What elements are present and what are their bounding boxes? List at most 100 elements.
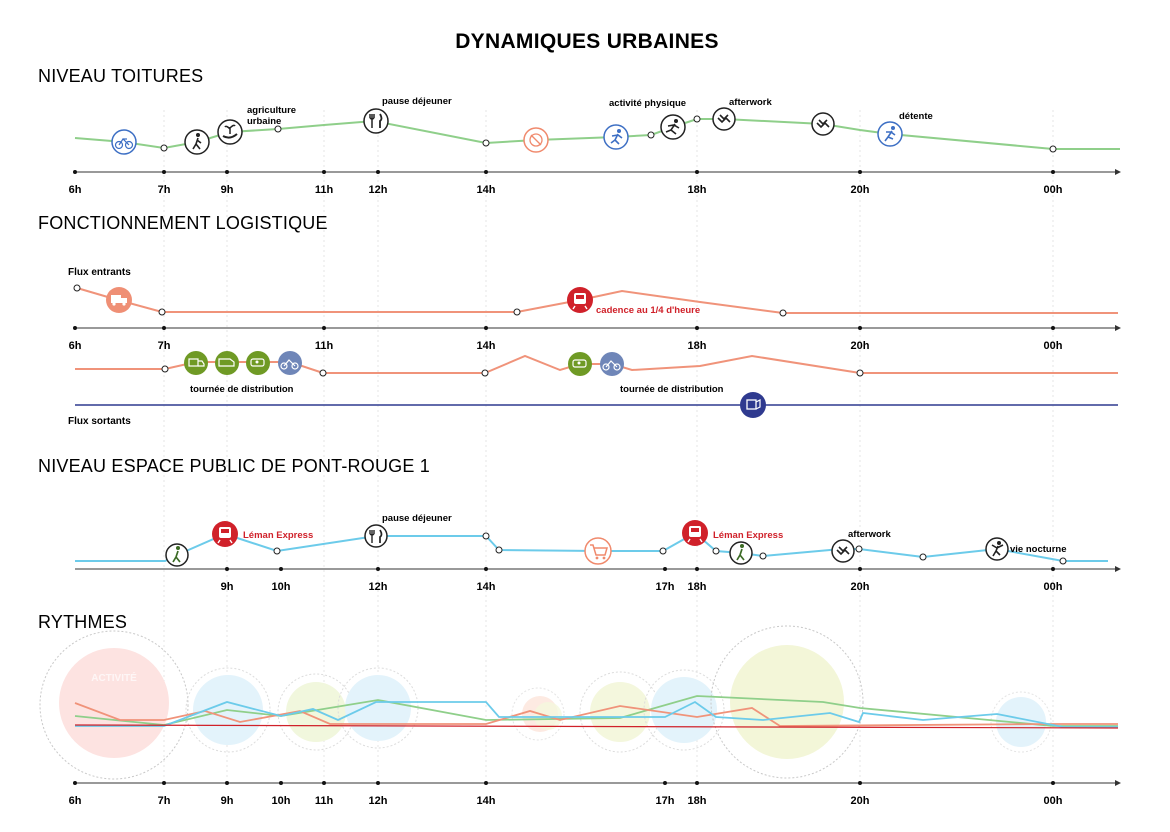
tick-label: 9h [221, 581, 234, 593]
rythmes-line-green [74, 695, 1118, 727]
bubble-ring [185, 667, 271, 753]
entrants-marker [513, 308, 521, 316]
annotation-urbaine: urbaine [247, 116, 281, 127]
tick-label: 20h [851, 184, 870, 196]
toitures-marker [274, 125, 282, 133]
tick-label: 6h [69, 340, 82, 352]
tick-label: 7h [158, 184, 171, 196]
bubble-salmon [59, 648, 169, 758]
tick-label: 11h [315, 184, 334, 196]
espace-marker [855, 545, 863, 553]
rythmes-line-blue [75, 700, 1118, 728]
parcel-icon [740, 392, 766, 418]
axis-arrow [1115, 780, 1121, 786]
tick-label: 11h [315, 795, 334, 807]
axis-toitures: 6h 7h 9h 11h 12h 14h 18h 20h 00h [69, 169, 1121, 196]
tick-label: 12h [369, 795, 388, 807]
bubble-ring [39, 630, 189, 780]
distribution-marker [856, 369, 864, 377]
train-icon [682, 520, 708, 546]
tick-label: 18h [688, 184, 707, 196]
bubble-ring [710, 625, 864, 779]
toitures-marker [1049, 145, 1057, 153]
annotation-agriculture: agriculture [247, 105, 296, 116]
rythmes-line-red [74, 724, 1119, 729]
axis-logistique: 6h 7h 11h 14h 18h 20h 00h [69, 325, 1121, 352]
tick-label: 6h [69, 795, 82, 807]
tick-label: 17h [656, 795, 675, 807]
no-food-icon [523, 127, 549, 153]
main-title: DYNAMIQUES URBAINES [455, 30, 719, 53]
tick-label: 14h [477, 795, 496, 807]
rythmes-bubbles: ACTIVITÉ [39, 625, 1052, 780]
bicycle-icon [111, 129, 137, 155]
tick-label: 18h [688, 340, 707, 352]
tick-label: 12h [369, 184, 388, 196]
bubble-green [730, 645, 844, 759]
axis-espace-public: 9h 10h 12h 14h 17h 18h 20h 00h [75, 566, 1121, 593]
annotation-pause-dejeuner-2: pause déjeuner [382, 513, 452, 524]
espace-marker [919, 553, 927, 561]
shopping-cart-icon [584, 537, 612, 565]
axis-arrow [1115, 325, 1121, 331]
vertical-guides [163, 110, 1054, 780]
label-flux-entrants: Flux entrants [68, 267, 131, 278]
entrants-marker [779, 309, 787, 317]
train-icon [567, 287, 593, 313]
toitures-marker [647, 131, 655, 139]
distribution-markers [161, 365, 864, 377]
cargo-bike-icon [600, 352, 624, 376]
axis-rythmes: 6h 7h 9h 10h 11h 12h 14h 17h 18h 20h 00h [69, 780, 1121, 807]
annotation-tournee-1: tournée de distribution [190, 384, 294, 395]
train-icon [212, 521, 238, 547]
espace-marker [482, 532, 490, 540]
tick-label: 6h [69, 184, 82, 196]
tick-label: 18h [688, 581, 707, 593]
tick-label: 20h [851, 581, 870, 593]
espace-markers [273, 532, 1067, 565]
espace-marker [1059, 557, 1067, 565]
espace-marker [759, 552, 767, 560]
tick-label: 12h [369, 581, 388, 593]
yoga-icon [877, 121, 903, 147]
axis-arrow [1115, 169, 1121, 175]
annotation-tournee-2: tournée de distribution [620, 384, 724, 395]
label-flux-sortants: Flux sortants [68, 416, 131, 427]
section-title-logistique: FONCTIONNEMENT LOGISTIQUE [38, 213, 328, 233]
espace-marker [273, 547, 281, 555]
tick-label: 14h [477, 184, 496, 196]
axis-arrow [1115, 566, 1121, 572]
section-title-rythmes: RYTHMES [38, 612, 127, 632]
handshake-icon [831, 539, 855, 563]
tick-label: 9h [221, 795, 234, 807]
annotation-cadence: cadence au 1/4 d'heure [596, 305, 700, 316]
bubble-label: ACTIVITÉ [91, 671, 137, 684]
tick-label: 00h [1044, 581, 1063, 593]
tick-label: 10h [272, 795, 291, 807]
section-title-toitures: NIVEAU TOITURES [38, 66, 203, 86]
toitures-marker [693, 115, 701, 123]
toitures-markers [160, 115, 1057, 153]
bubble-ring [511, 687, 565, 741]
annotation-detente: détente [899, 111, 933, 122]
tick-label: 17h [656, 581, 675, 593]
handshake-icon [811, 112, 835, 136]
jogger-icon [660, 114, 686, 140]
tick-label: 10h [272, 581, 291, 593]
annotation-pause-dejeuner: pause déjeuner [382, 96, 452, 107]
espace-marker [659, 547, 667, 555]
entrants-markers [73, 284, 787, 317]
entrants-marker [158, 308, 166, 316]
tick-label: 14h [477, 340, 496, 352]
tick-label: 00h [1044, 340, 1063, 352]
annotation-vie-nocturne: vie nocturne [1010, 544, 1067, 555]
tick-label: 20h [851, 795, 870, 807]
espace-marker [712, 547, 720, 555]
dancer-icon [985, 537, 1009, 561]
annotation-afterwork-2: afterwork [848, 529, 891, 540]
tick-label: 20h [851, 340, 870, 352]
bubble-ring [990, 691, 1052, 753]
bubble-green [286, 682, 346, 742]
